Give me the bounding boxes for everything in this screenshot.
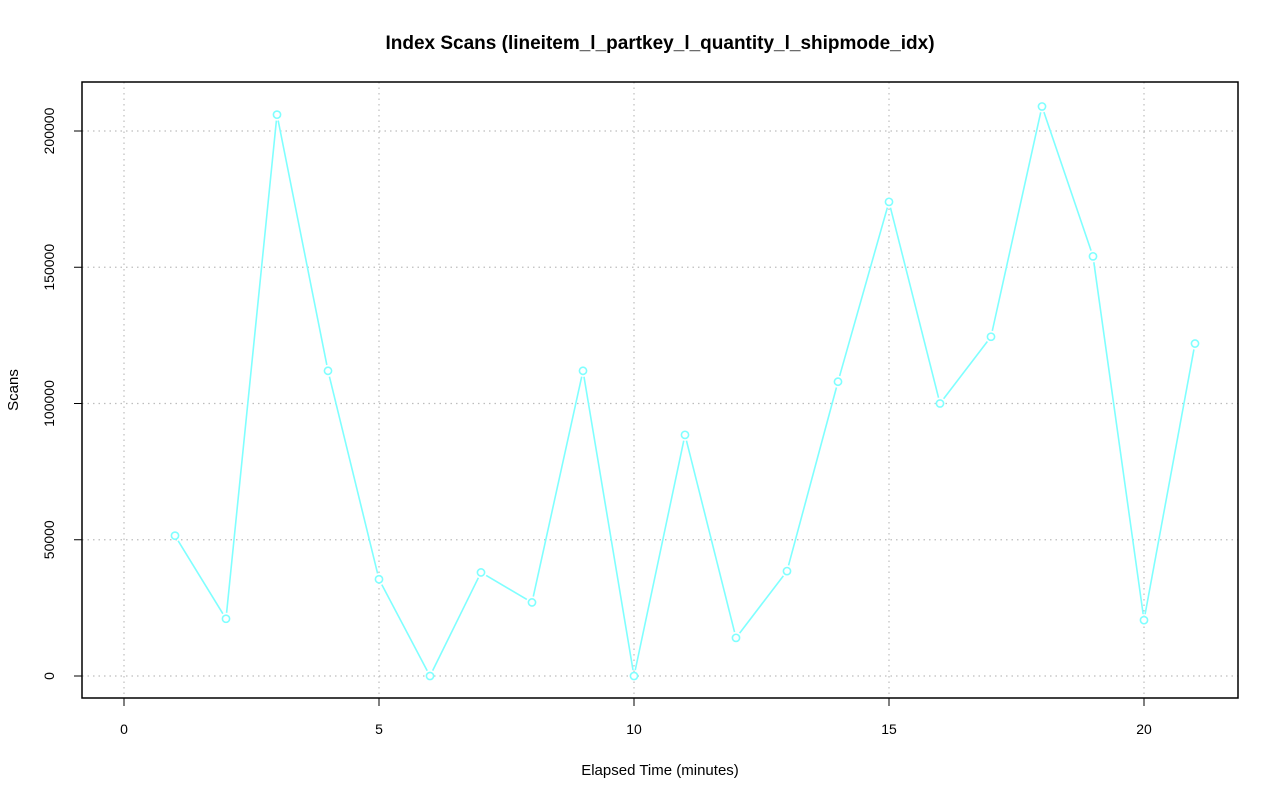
data-point (221, 614, 231, 624)
data-point (782, 566, 792, 576)
series-line-segment (583, 376, 634, 671)
data-point (323, 366, 333, 376)
series-line-segment (943, 341, 988, 400)
series-line-segment (485, 574, 528, 601)
data-point (527, 598, 537, 607)
series-line-segment (787, 387, 838, 566)
series-line-segment (225, 120, 278, 613)
data-point (1190, 339, 1200, 348)
x-tick-label: 0 (120, 721, 128, 737)
series-line-segment (838, 207, 889, 377)
data-point (578, 366, 588, 376)
data-point (833, 377, 843, 387)
data-point (374, 574, 384, 584)
x-tick-label: 5 (375, 721, 383, 737)
data-point (884, 197, 894, 207)
axes: 0 5 10 15 20 0 50000 100000 150000 200000 (41, 107, 1152, 737)
y-tick-label: 50000 (41, 520, 57, 559)
series-line-segment (991, 112, 1042, 332)
data-point (425, 671, 435, 681)
data-point (1037, 102, 1047, 111)
y-tick-label: 200000 (41, 107, 57, 154)
x-tick-label: 15 (881, 721, 897, 737)
series-line-segment (381, 584, 428, 672)
series-line-segment (177, 540, 224, 615)
series-line-segment (431, 577, 480, 671)
x-axis-label: Elapsed Time (minutes) (581, 762, 739, 779)
series-line-segment (739, 575, 784, 634)
data-point (1139, 615, 1149, 625)
grid-lines (82, 82, 1238, 698)
series-line-segment (889, 207, 940, 398)
series-line-segment (1093, 262, 1144, 615)
series-line-segment (1043, 111, 1092, 251)
series-line-segment (328, 376, 379, 574)
y-axis-label: Scans (5, 369, 22, 411)
series-line-segment (277, 120, 328, 366)
series-line-segment (532, 376, 583, 597)
data-point (986, 332, 996, 342)
plot-area (81, 81, 1239, 699)
data-point (935, 399, 945, 408)
data-point (476, 568, 486, 577)
y-tick-label: 150000 (41, 244, 57, 291)
data-point (680, 430, 690, 440)
series-line-segment (685, 440, 736, 633)
y-tick-label: 0 (41, 672, 57, 680)
chart-title: Index Scans (lineitem_l_partkey_l_quanti… (385, 33, 934, 54)
series-layer (170, 102, 1200, 681)
data-point (170, 531, 180, 541)
data-point (731, 633, 741, 643)
data-point (1088, 251, 1098, 261)
data-point (629, 671, 639, 681)
series-line-segment (634, 440, 685, 671)
x-tick-label: 20 (1136, 721, 1152, 737)
y-tick-label: 100000 (41, 380, 57, 427)
x-tick-label: 10 (626, 721, 642, 737)
series-line-segment (1144, 349, 1195, 615)
data-point (272, 110, 282, 120)
